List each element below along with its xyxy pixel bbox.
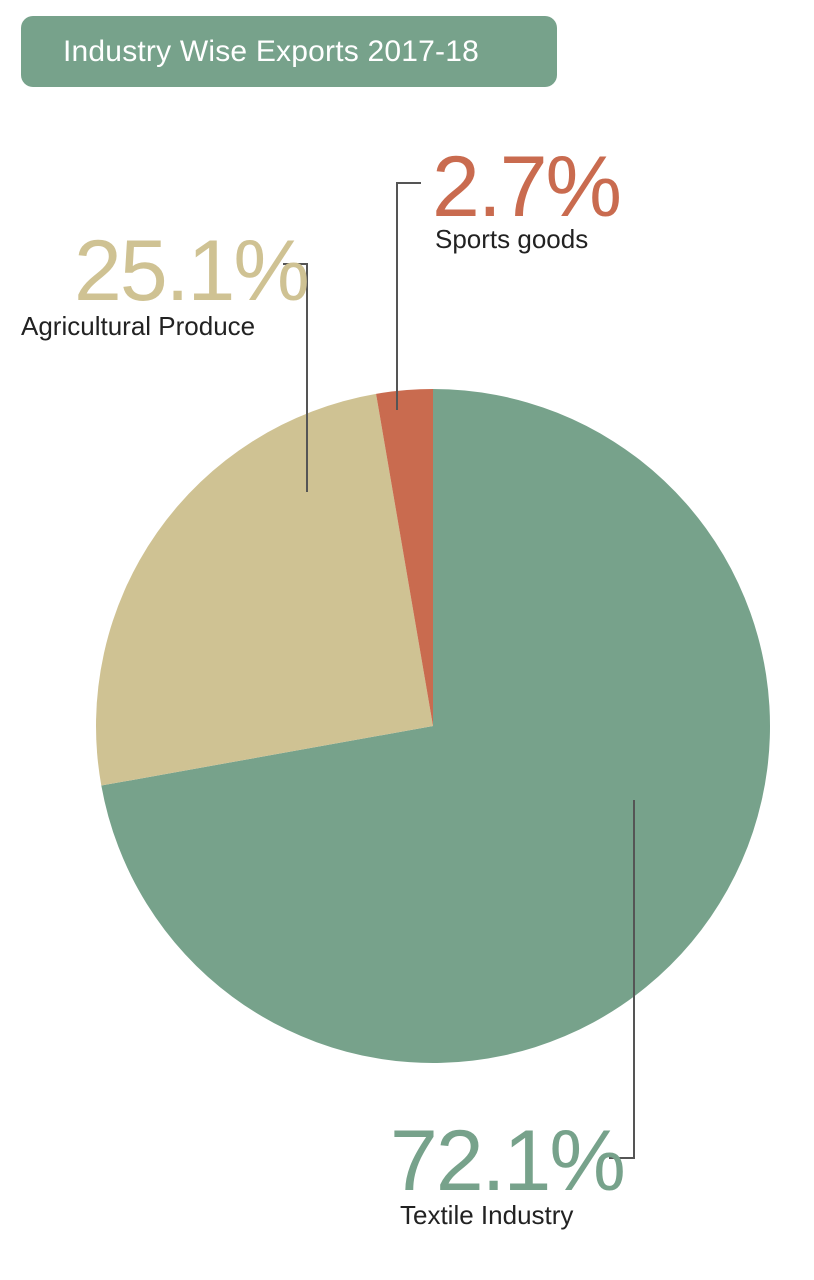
value-label-textile-industry: 72.1%: [390, 1113, 626, 1209]
chart-title: Industry Wise Exports 2017-18: [63, 34, 479, 68]
pie-slice-sports-goods: [376, 389, 433, 726]
category-label-agricultural-produce: Agricultural Produce: [21, 311, 256, 341]
leader-line-sports-goods: [396, 182, 421, 410]
value-label-sports-goods: 2.7%: [432, 139, 622, 235]
category-label-textile-industry: Textile Industry: [400, 1200, 574, 1230]
value-label-agricultural-produce: 25.1%: [74, 223, 310, 319]
leader-line-agricultural-produce: [283, 263, 308, 492]
pie-slice-agricultural-produce: [96, 393, 433, 786]
pie-slice-textile-industry: [101, 389, 771, 1063]
title-badge: Industry Wise Exports 2017-18: [21, 16, 557, 87]
leader-line-textile-industry: [609, 800, 635, 1159]
category-label-sports-goods: Sports goods: [435, 224, 589, 254]
